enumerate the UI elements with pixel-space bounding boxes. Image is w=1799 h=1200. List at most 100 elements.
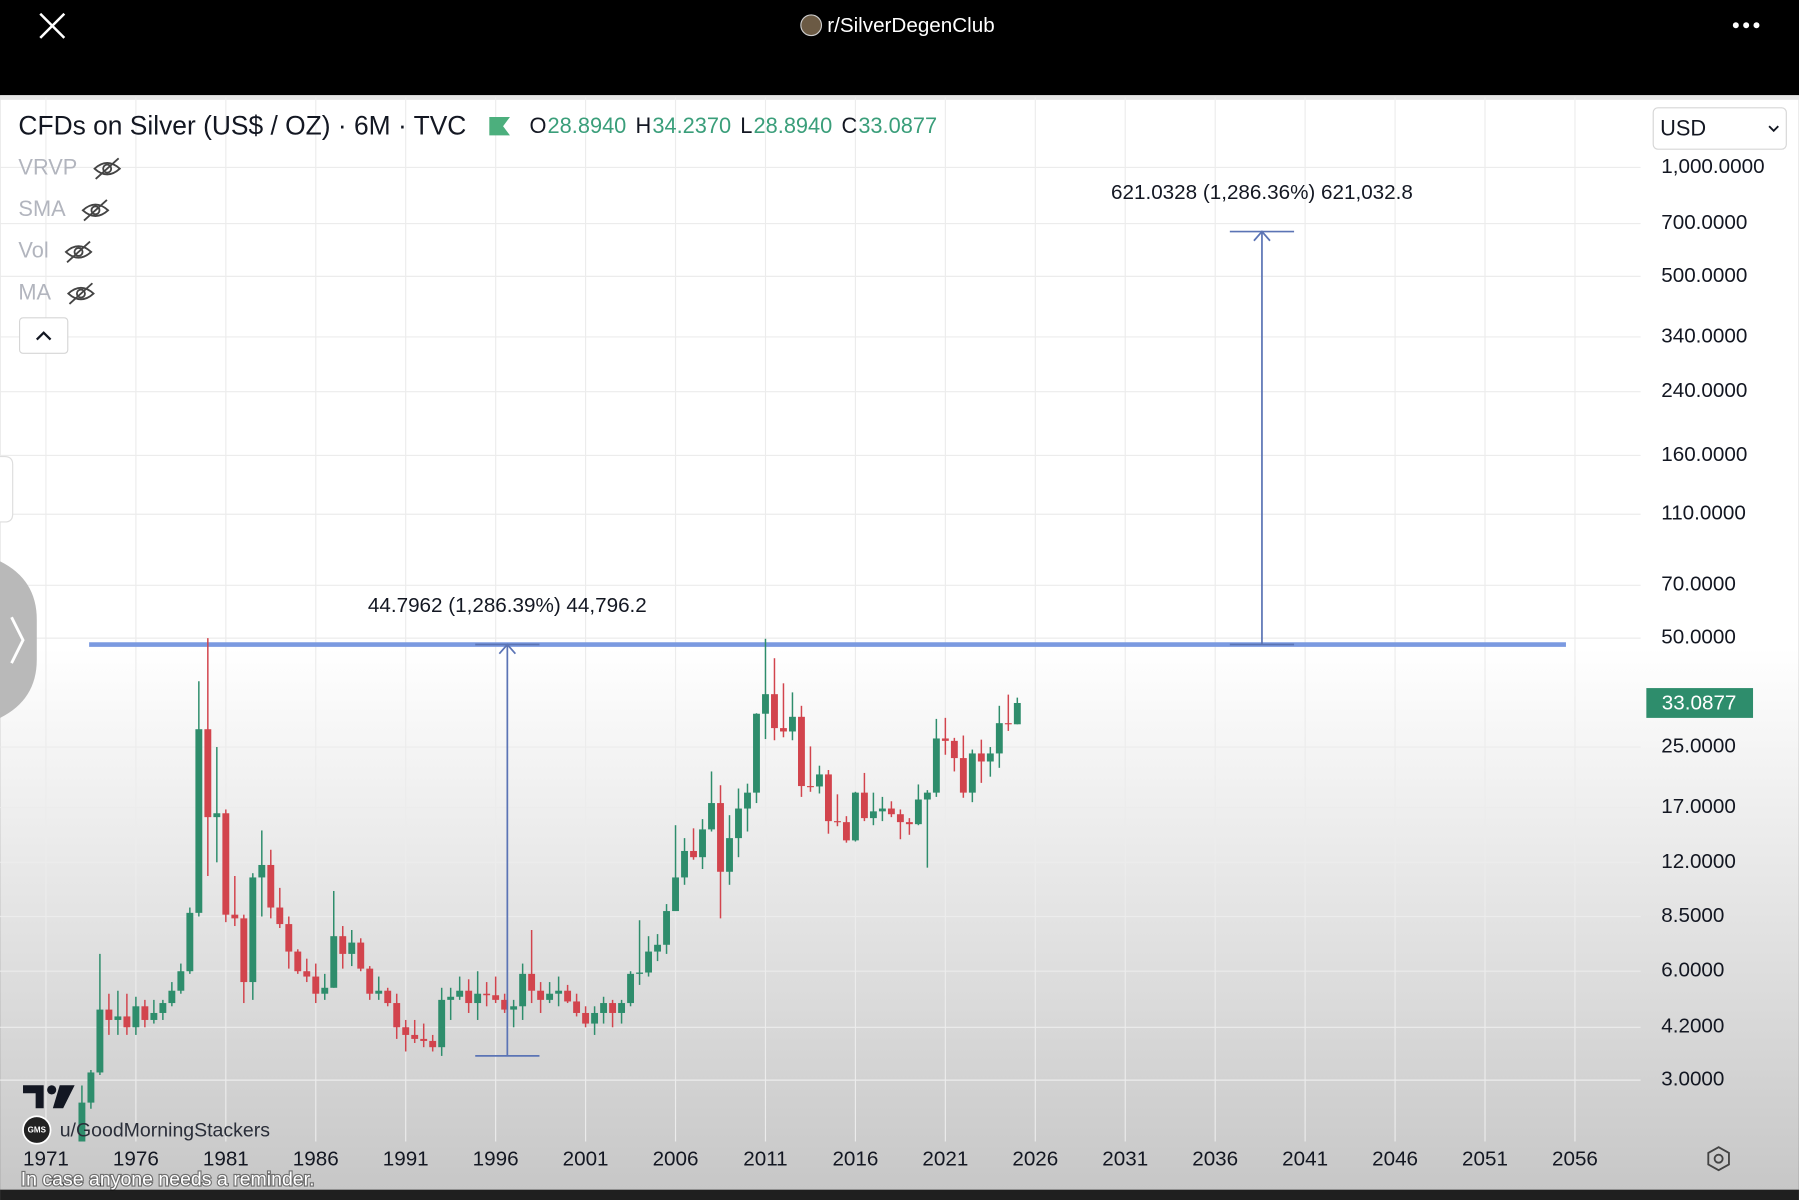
candle-body xyxy=(357,942,365,969)
y-tick-label: 4.2000 xyxy=(1661,1015,1724,1038)
candle-body xyxy=(96,1009,104,1073)
x-tick-label: 1986 xyxy=(293,1147,339,1170)
candle-body xyxy=(186,912,194,972)
x-tick-label: 2006 xyxy=(653,1147,699,1170)
eye-pupil xyxy=(90,205,101,216)
candle-body xyxy=(258,864,266,878)
last-price-badge xyxy=(1646,688,1754,718)
y-tick-label: 500.0000 xyxy=(1661,264,1747,287)
ohlc-key: O xyxy=(529,113,546,138)
x-tick-label: 1996 xyxy=(473,1147,519,1170)
watermark-user: u/GoodMorningStackers xyxy=(60,1119,271,1141)
candle-body xyxy=(375,990,383,994)
watermark-avatar xyxy=(22,1115,52,1145)
x-tick-label: 2046 xyxy=(1372,1147,1418,1170)
candle-body xyxy=(842,822,850,841)
visibility-toggle[interactable] xyxy=(64,240,93,263)
top-bar xyxy=(0,0,1799,96)
candle-body xyxy=(959,758,967,793)
y-tick-label: 700.0000 xyxy=(1661,211,1747,234)
candle-body xyxy=(609,1003,617,1013)
candle-body xyxy=(285,924,293,952)
tradingview-logo xyxy=(23,1085,75,1109)
collapse-button[interactable] xyxy=(19,317,69,354)
side-panel-toggle[interactable] xyxy=(0,556,37,722)
candle-body xyxy=(393,1003,401,1028)
candle-body xyxy=(735,808,742,839)
candle-body xyxy=(636,972,644,974)
candle-body xyxy=(438,999,446,1048)
candle-body xyxy=(977,753,985,762)
dropdown-icon xyxy=(1768,125,1779,133)
candle-body xyxy=(582,1012,590,1024)
candle-body xyxy=(771,694,778,729)
candle-body xyxy=(321,987,329,994)
candle-body xyxy=(618,1003,626,1013)
candle-body xyxy=(456,990,464,997)
ohlc-value: 33.0877 xyxy=(858,113,937,138)
candle-body xyxy=(878,808,886,812)
candle-body xyxy=(159,1003,167,1013)
y-tick-label: 340.0000 xyxy=(1661,324,1747,347)
candle-body xyxy=(195,729,203,913)
candle-body xyxy=(591,1012,599,1024)
visibility-toggle[interactable] xyxy=(81,199,110,222)
candle-body xyxy=(411,1034,419,1039)
candle-body xyxy=(204,729,212,818)
indicator-label: SMA xyxy=(18,196,66,221)
candle-body xyxy=(447,996,455,1000)
ohlc-key: H xyxy=(635,113,651,138)
y-tick-label: 3.0000 xyxy=(1661,1068,1724,1091)
candle-body xyxy=(600,1003,608,1013)
watermark-avatar-text: GMS xyxy=(28,1126,47,1135)
candle-body xyxy=(465,990,473,1004)
candle-body xyxy=(276,907,284,925)
candle-body xyxy=(303,971,311,977)
bottom-edge xyxy=(0,1189,1799,1200)
candle-body xyxy=(914,799,922,825)
x-tick-label: 2041 xyxy=(1282,1147,1328,1170)
candle-body xyxy=(1013,702,1021,725)
close-button[interactable] xyxy=(39,12,66,39)
chart-title: CFDs on Silver (US$ / OZ) · 6M · TVC xyxy=(18,110,466,140)
side-tab[interactable] xyxy=(0,456,14,523)
candle-body xyxy=(654,944,661,952)
y-tick-label: 160.0000 xyxy=(1661,443,1747,466)
currency-dropdown[interactable] xyxy=(1652,107,1787,150)
x-tick-label: 1981 xyxy=(203,1147,249,1170)
y-tick-label: 70.0000 xyxy=(1661,573,1736,596)
x-tick-label: 2001 xyxy=(563,1147,609,1170)
candle-body xyxy=(905,822,913,825)
x-tick-label: 2051 xyxy=(1462,1147,1508,1170)
candle-body xyxy=(330,936,338,988)
indicator-label: VRVP xyxy=(18,154,77,179)
y-tick-label: 110.0000 xyxy=(1661,502,1746,525)
x-tick-label: 2016 xyxy=(832,1147,878,1170)
candle-body xyxy=(869,811,877,819)
candle-body xyxy=(932,738,940,793)
visibility-toggle[interactable] xyxy=(66,282,95,305)
candle-body xyxy=(555,990,563,994)
visibility-toggle[interactable] xyxy=(93,157,122,180)
candle-body xyxy=(851,792,859,841)
more-button[interactable] xyxy=(1732,22,1760,29)
ohlc-legend: O 28.8940 H 34.2370 L 28.8940 C 33.0877 xyxy=(489,113,937,138)
y-tick-label: 12.0000 xyxy=(1661,850,1736,873)
candle-body xyxy=(824,774,832,822)
y-tick-label: 50.0000 xyxy=(1661,626,1736,649)
candle-body xyxy=(941,738,949,741)
settings-button[interactable] xyxy=(1707,1146,1730,1172)
subreddit-avatar[interactable] xyxy=(800,14,823,37)
plot-area xyxy=(78,638,1566,1142)
indicator-label: Vol xyxy=(18,238,48,263)
candle-body xyxy=(267,864,275,908)
subreddit-name[interactable]: r/SilverDegenClub xyxy=(827,14,995,37)
indicator-label: MA xyxy=(18,279,51,304)
x-tick-label: 2056 xyxy=(1552,1147,1598,1170)
x-axis: 1971 1976 1981 1986 1991 1996 2001 2006 2011 2016… xyxy=(23,1147,1598,1170)
candle-body xyxy=(420,1038,428,1041)
ohlc-key: C xyxy=(841,113,857,138)
candle-body xyxy=(294,951,302,972)
candle-body xyxy=(1004,723,1012,725)
candle-body xyxy=(887,808,895,815)
